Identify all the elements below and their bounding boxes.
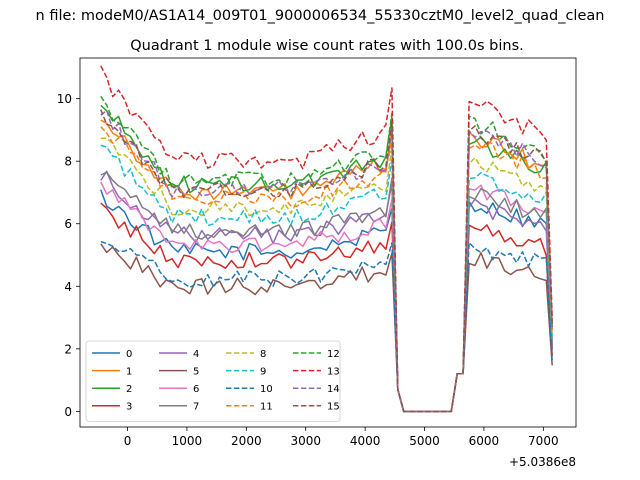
legend-label-13: 13 — [327, 366, 340, 377]
legend-label-12: 12 — [327, 349, 340, 360]
x-tick-label: 2000 — [231, 434, 262, 448]
y-tick-label: 6 — [64, 217, 72, 231]
series-line-12 — [100, 95, 553, 413]
legend-label-4: 4 — [193, 349, 199, 360]
legend-label-14: 14 — [327, 384, 340, 395]
series-line-7 — [100, 171, 553, 413]
x-tick-label: 5000 — [409, 434, 440, 448]
series-line-15 — [100, 109, 553, 413]
x-tick-label: 3000 — [290, 434, 321, 448]
x-tick-label: 0 — [124, 434, 132, 448]
series-line-10 — [100, 240, 553, 413]
x-tick-label: 4000 — [350, 434, 381, 448]
legend-label-6: 6 — [193, 384, 199, 395]
legend-label-8: 8 — [260, 349, 266, 360]
series-line-11 — [100, 126, 553, 413]
series-line-9 — [100, 144, 553, 413]
legend-label-3: 3 — [126, 402, 132, 413]
legend-label-15: 15 — [327, 402, 340, 413]
series-line-13 — [100, 65, 553, 413]
series-line-4 — [100, 170, 553, 413]
legend-label-1: 1 — [126, 366, 132, 377]
series-line-5 — [100, 243, 553, 413]
series-line-14 — [100, 109, 553, 413]
y-tick-label: 8 — [64, 155, 72, 169]
figure-suptitle: n file: modeM0/AS1A14_009T01_9000006534_… — [36, 8, 605, 24]
x-tick-label: 1000 — [172, 434, 203, 448]
legend-label-0: 0 — [126, 349, 132, 360]
x-tick-label: 7000 — [528, 434, 559, 448]
series-line-6 — [100, 181, 553, 413]
plot-frame — [79, 57, 577, 428]
legend-label-10: 10 — [260, 384, 273, 395]
y-tick-label: 2 — [64, 342, 72, 356]
legend-label-11: 11 — [260, 402, 273, 413]
legend-label-7: 7 — [193, 402, 199, 413]
y-tick-label: 10 — [57, 92, 72, 106]
legend-label-2: 2 — [126, 384, 132, 395]
y-tick-label: 4 — [64, 280, 72, 294]
x-tick-label: 6000 — [469, 434, 500, 448]
series-layer — [100, 65, 553, 413]
chart-title: Quadrant 1 module wise count rates with … — [130, 38, 524, 54]
legend-label-9: 9 — [260, 366, 266, 377]
series-line-3 — [100, 202, 553, 413]
legend-box — [85, 340, 341, 422]
series-line-0 — [100, 189, 553, 413]
y-tick-label: 0 — [64, 405, 72, 419]
series-line-8 — [100, 137, 553, 413]
x-offset-label: +5.0386e8 — [509, 455, 576, 469]
legend-label-5: 5 — [193, 366, 199, 377]
